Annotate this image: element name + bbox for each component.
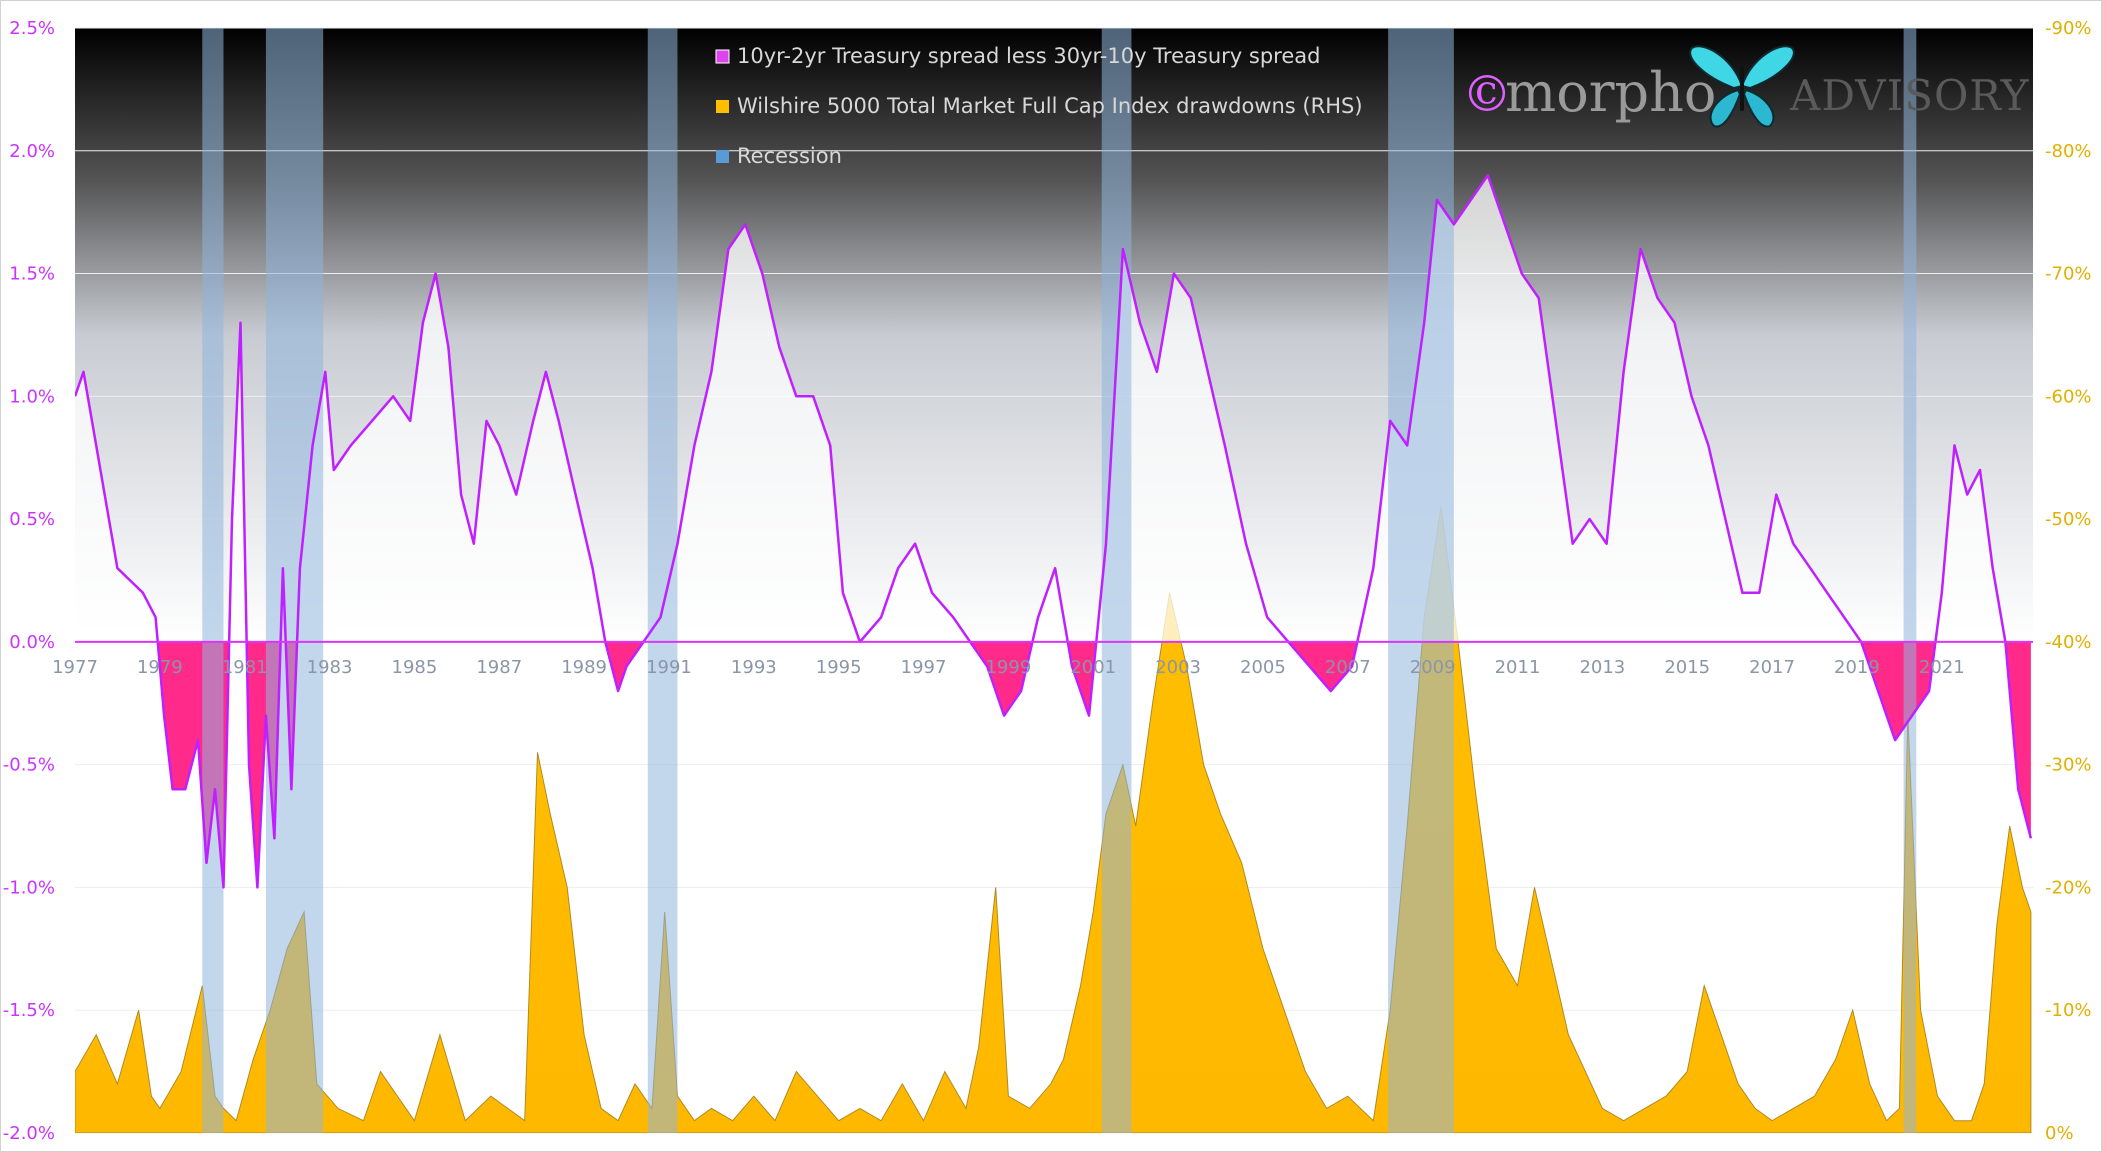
right-tick-label: -60% <box>2045 386 2092 407</box>
x-tick-label: 1981 <box>222 657 268 678</box>
x-tick-label: 1983 <box>307 657 353 678</box>
left-tick-label: 1.0% <box>9 386 55 407</box>
left-axis: 2.5% 2.0% 1.5% 1.0% 0.5% 0.0% -0.5% -1.0% -1.5% -… <box>3 18 55 1144</box>
left-tick-label: 0.5% <box>9 509 55 530</box>
recession-bands <box>202 28 1917 1133</box>
x-tick-label: 1997 <box>901 657 947 678</box>
left-tick-label: -2.0% <box>3 1123 55 1144</box>
recession-band <box>1101 28 1132 1133</box>
spread-line-group <box>75 174 2033 889</box>
left-tick-label: -0.5% <box>3 755 55 776</box>
x-tick-label: 2019 <box>1834 657 1880 678</box>
watermark-copyright: © <box>1462 65 1512 123</box>
right-axis: -90% -80% -70% -60% -50% -40% -30% -20% -10% 0% <box>2045 18 2092 1144</box>
x-tick-label: 1989 <box>561 657 607 678</box>
right-tick-label: 0% <box>2045 1123 2074 1144</box>
legend-label-recession: Recession <box>737 144 842 168</box>
right-tick-label: -90% <box>2045 18 2092 39</box>
x-tick-label: 1977 <box>52 657 98 678</box>
left-tick-label: 0.0% <box>9 632 55 653</box>
x-tick-label: 2011 <box>1495 657 1541 678</box>
legend-label-spread: 10yr-2yr Treasury spread less 30yr-10y T… <box>737 44 1320 68</box>
x-tick-label: 1985 <box>392 657 438 678</box>
watermark: © morpho ADVISORY <box>1462 45 2030 128</box>
x-tick-label: 2021 <box>1919 657 1965 678</box>
x-tick-label: 1995 <box>816 657 862 678</box>
butterfly-icon <box>1689 45 1795 128</box>
left-tick-label: 2.5% <box>9 18 55 39</box>
x-tick-label: 1999 <box>985 657 1031 678</box>
x-tick-label: 1987 <box>476 657 522 678</box>
watermark-suffix: ADVISORY <box>1789 71 2030 120</box>
x-axis: 1977 1979 1981 1983 1985 1987 1989 1991 1993 1995… <box>52 657 1965 678</box>
drawdown-area <box>75 506 2032 1133</box>
spread-line <box>75 174 2033 889</box>
recession-band <box>1903 28 1917 1133</box>
legend-swatch-recession <box>716 150 729 163</box>
drawdown-area-path <box>75 506 2032 1133</box>
x-tick-label: 1979 <box>137 657 183 678</box>
right-tick-label: -50% <box>2045 509 2092 530</box>
x-tick-label: 1991 <box>646 657 692 678</box>
recession-band <box>202 28 224 1133</box>
watermark-brand: morpho <box>1505 61 1716 124</box>
legend-swatch-spread <box>715 49 730 64</box>
right-tick-label: -20% <box>2045 877 2092 898</box>
x-tick-label: 2007 <box>1325 657 1371 678</box>
x-tick-label: 2005 <box>1240 657 1286 678</box>
legend-label-drawdown: Wilshire 5000 Total Market Full Cap Inde… <box>737 94 1363 118</box>
right-tick-label: -70% <box>2045 264 2092 285</box>
left-tick-label: -1.0% <box>3 877 55 898</box>
x-tick-label: 2013 <box>1579 657 1625 678</box>
x-tick-label: 2001 <box>1070 657 1116 678</box>
recession-band <box>1388 28 1454 1133</box>
recession-band <box>647 28 678 1133</box>
right-tick-label: -80% <box>2045 141 2092 162</box>
spread-positive-fill <box>75 175 2006 642</box>
x-tick-label: 2009 <box>1410 657 1456 678</box>
legend: 10yr-2yr Treasury spread less 30yr-10y T… <box>715 44 1363 168</box>
x-tick-label: 1993 <box>731 657 777 678</box>
right-tick-label: -30% <box>2045 755 2092 776</box>
left-tick-label: 2.0% <box>9 141 55 162</box>
left-tick-label: -1.5% <box>3 1000 55 1021</box>
left-tick-label: 1.5% <box>9 264 55 285</box>
right-tick-label: -10% <box>2045 1000 2092 1021</box>
recession-band <box>265 28 324 1133</box>
legend-swatch-drawdown <box>716 100 729 113</box>
right-tick-label: -40% <box>2045 632 2092 653</box>
x-tick-label: 2003 <box>1155 657 1201 678</box>
x-tick-label: 2015 <box>1664 657 1710 678</box>
x-tick-label: 2017 <box>1749 657 1795 678</box>
